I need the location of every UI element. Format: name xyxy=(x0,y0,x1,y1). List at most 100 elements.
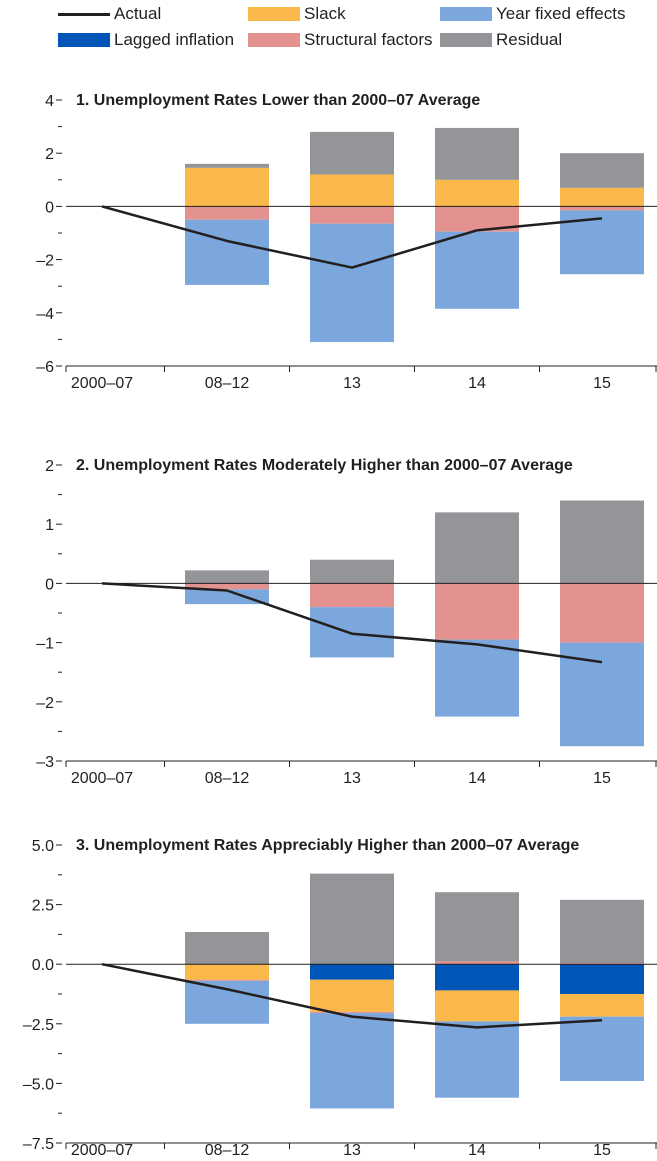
bar-segment-year-fe xyxy=(185,589,269,605)
legend-actual-swatch xyxy=(58,12,110,16)
y-tick-label: –7.5 xyxy=(23,1136,54,1153)
bar-segment-structural xyxy=(560,583,644,643)
bar-segment-slack xyxy=(185,964,269,980)
panel-title: 1. Unemployment Rates Lower than 2000–07… xyxy=(76,92,480,109)
legend-year-fixed-effects: Year fixed effects xyxy=(440,4,625,24)
bar-segment-residual xyxy=(310,131,394,175)
y-tick-label: –2 xyxy=(36,253,54,270)
bar-segment-slack xyxy=(560,187,644,207)
panel-3-chart: 3. Unemployment Rates Appreciably Higher… xyxy=(23,837,657,1159)
bar-segment-lagged xyxy=(435,964,519,991)
y-tick-label: –3 xyxy=(36,754,54,771)
bar-segment-structural xyxy=(310,583,394,608)
bar-segment-structural xyxy=(560,963,644,965)
bar-segment-residual xyxy=(185,163,269,168)
bar-segment-residual xyxy=(560,153,644,188)
x-tick-label: 2000–07 xyxy=(71,375,133,392)
y-tick-label: 5.0 xyxy=(32,838,54,855)
bar-segment-slack xyxy=(310,979,394,1012)
x-tick-label: 15 xyxy=(593,770,611,787)
legend-slack-label: Slack xyxy=(304,4,346,23)
y-tick-label: 1 xyxy=(45,517,54,534)
actual-line xyxy=(101,582,603,664)
x-tick-label: 2000–07 xyxy=(71,770,133,787)
x-tick-label: 14 xyxy=(468,375,486,392)
x-tick-label: 08–12 xyxy=(205,1142,250,1159)
legend-structural-swatch xyxy=(248,33,300,47)
x-tick-label: 13 xyxy=(343,770,361,787)
bar-segment-residual xyxy=(185,932,269,965)
chart-legend: Actual Slack Year fixed effects Lagged i… xyxy=(0,0,657,60)
bar-segment-structural xyxy=(185,979,269,981)
x-tick-label: 13 xyxy=(343,375,361,392)
bar-segment-structural xyxy=(185,206,269,220)
bar-segment-year-fe xyxy=(310,1013,394,1109)
bar-segment-structural xyxy=(310,206,394,224)
y-tick-label: 0 xyxy=(45,199,54,216)
actual-line xyxy=(101,962,603,1029)
bar-segment-year-fe xyxy=(435,231,519,309)
bar-segment-structural xyxy=(560,206,644,211)
x-tick-label: 08–12 xyxy=(205,375,250,392)
y-tick-label: –2 xyxy=(36,695,54,712)
y-tick-label: 0 xyxy=(45,576,54,593)
bar-segment-residual xyxy=(560,899,644,964)
panel-title: 3. Unemployment Rates Appreciably Higher… xyxy=(76,837,579,854)
bar-segment-slack xyxy=(435,179,519,207)
panel-1-chart: 1. Unemployment Rates Lower than 2000–07… xyxy=(36,92,657,392)
bar-segment-structural xyxy=(310,1011,394,1014)
x-tick-label: 15 xyxy=(593,1142,611,1159)
x-tick-label: 08–12 xyxy=(205,770,250,787)
bar-segment-residual xyxy=(560,500,644,584)
bar-segment-slack xyxy=(310,174,394,207)
legend-year-fe-swatch xyxy=(440,7,492,21)
y-tick-label: –2.5 xyxy=(23,1017,54,1034)
legend-lagged-label: Lagged inflation xyxy=(114,30,235,49)
bar-segment-year-fe xyxy=(310,607,394,658)
bar-segment-slack xyxy=(185,167,269,207)
bar-segment-year-fe xyxy=(185,219,269,285)
bar-segment-residual xyxy=(310,559,394,584)
bar-segment-residual xyxy=(435,512,519,584)
legend-actual: Actual xyxy=(58,4,161,24)
legend-residual: Residual xyxy=(440,30,562,50)
bar-segment-year-fe xyxy=(185,980,269,1024)
x-tick-label: 14 xyxy=(468,1142,486,1159)
bar-segment-year-fe xyxy=(310,223,394,343)
y-tick-label: 2.5 xyxy=(32,898,54,915)
bar-segment-year-fe xyxy=(560,642,644,747)
legend-lagged-inflation: Lagged inflation xyxy=(58,30,234,50)
legend-year-fe-label: Year fixed effects xyxy=(496,4,626,23)
bar-segment-year-fe xyxy=(435,1021,519,1098)
bar-segment-structural xyxy=(435,583,519,640)
x-tick-label: 13 xyxy=(343,1142,361,1159)
x-tick-label: 2000–07 xyxy=(71,1142,133,1159)
legend-structural-factors: Structural factors xyxy=(248,30,433,50)
bar-segment-residual xyxy=(435,127,519,180)
legend-slack-swatch xyxy=(248,7,300,21)
bar-segment-slack xyxy=(560,994,644,1017)
legend-slack: Slack xyxy=(248,4,346,24)
y-tick-label: 0.0 xyxy=(32,957,54,974)
legend-actual-label: Actual xyxy=(114,4,162,23)
bar-segment-residual xyxy=(185,570,269,584)
y-tick-label: –5.0 xyxy=(23,1076,54,1093)
x-tick-label: 14 xyxy=(468,770,486,787)
bar-segment-residual xyxy=(435,892,519,962)
legend-structural-label: Structural factors xyxy=(304,30,433,49)
bar-segment-lagged xyxy=(310,964,394,980)
legend-lagged-swatch xyxy=(58,33,110,47)
bar-segment-year-fe xyxy=(560,1016,644,1082)
bar-segment-structural xyxy=(185,583,269,590)
y-tick-label: –6 xyxy=(36,359,54,376)
y-tick-label: –4 xyxy=(36,306,54,323)
actual-line xyxy=(101,205,603,269)
x-tick-label: 15 xyxy=(593,375,611,392)
bar-segment-residual xyxy=(310,873,394,965)
bar-segment-lagged xyxy=(560,964,644,994)
y-tick-label: 2 xyxy=(45,146,54,163)
bar-segment-structural xyxy=(435,961,519,965)
y-tick-label: 4 xyxy=(45,93,54,110)
panel-2-chart: 2. Unemployment Rates Moderately Higher … xyxy=(36,457,657,787)
y-tick-label: 2 xyxy=(45,458,54,475)
